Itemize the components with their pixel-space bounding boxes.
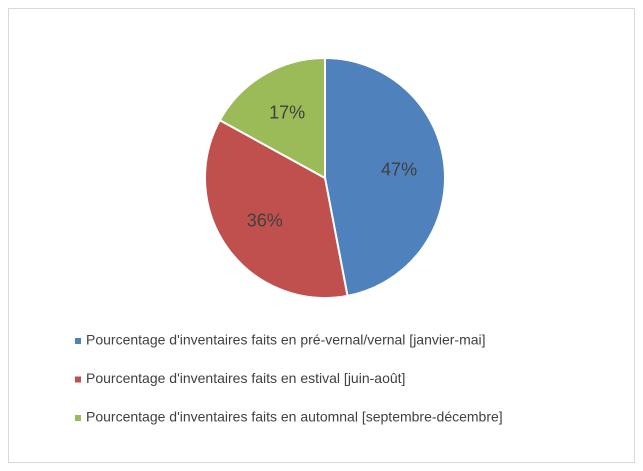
legend-label: Pourcentage d'inventaires faits en estiv… bbox=[86, 370, 405, 386]
legend-label: Pourcentage d'inventaires faits en pré-v… bbox=[86, 332, 486, 348]
legend-marker bbox=[75, 338, 81, 344]
data-label: 47% bbox=[381, 160, 417, 180]
pie-slice bbox=[324, 56, 446, 298]
pie-slice bbox=[218, 56, 326, 180]
data-label: 36% bbox=[247, 210, 283, 230]
pie-slice bbox=[204, 118, 349, 299]
data-label: 17% bbox=[269, 103, 305, 123]
legend-label: Pourcentage d'inventaires faits en autom… bbox=[86, 409, 503, 425]
legend-marker bbox=[75, 415, 81, 421]
legend-marker bbox=[75, 376, 81, 383]
